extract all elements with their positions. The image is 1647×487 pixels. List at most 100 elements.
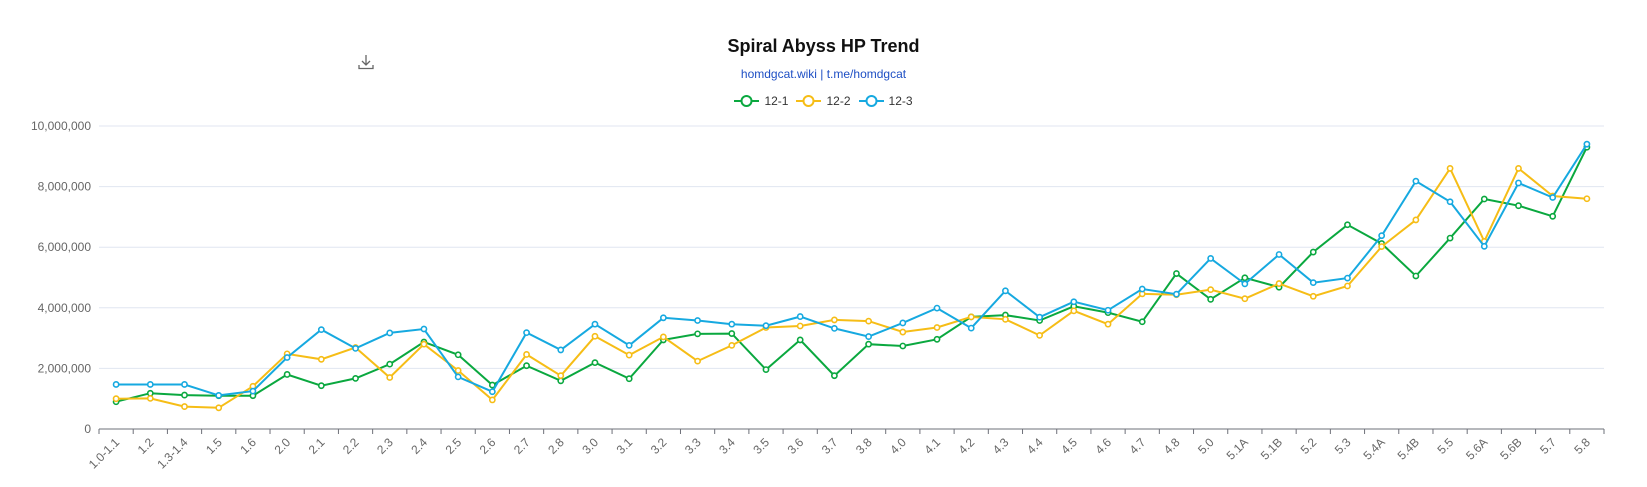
data-point-12-1 <box>1138 318 1146 326</box>
data-point-12-3 <box>1412 177 1420 185</box>
data-point-12-2 <box>1344 282 1351 290</box>
data-point-12-1 <box>1173 270 1180 277</box>
chart-title: Spiral Abyss HP Trend <box>727 36 920 56</box>
data-point-12-3 <box>112 381 120 388</box>
y-tick-label: 4,000,000 <box>38 301 92 315</box>
data-point-12-3 <box>865 333 873 340</box>
data-point-12-2 <box>420 340 428 348</box>
x-tick-label: 3.2 <box>648 435 670 457</box>
x-tick-label: 2.4 <box>408 435 430 457</box>
x-tick-label: 2.1 <box>306 435 328 457</box>
data-point-12-3 <box>1241 280 1249 288</box>
data-point-12-3 <box>1515 179 1522 187</box>
x-tick-label: 5.1B <box>1258 435 1285 462</box>
data-point-12-3 <box>1104 306 1112 314</box>
legend-item-12-1[interactable]: 12-1 <box>734 94 788 108</box>
data-point-12-1 <box>283 371 291 378</box>
data-point-12-1 <box>523 362 530 370</box>
data-point-12-2 <box>1036 331 1044 339</box>
data-point-12-2 <box>1309 292 1317 300</box>
data-point-12-2 <box>659 333 667 341</box>
data-point-12-3 <box>249 387 257 395</box>
data-point-12-3 <box>659 314 667 322</box>
data-point-12-1 <box>762 366 770 374</box>
data-point-12-1 <box>1480 195 1488 203</box>
download-icon[interactable] <box>358 54 374 70</box>
data-point-12-2 <box>1446 165 1454 172</box>
x-tick-label: 2.2 <box>340 435 362 457</box>
data-point-12-3 <box>215 391 223 399</box>
data-point-12-3 <box>1275 251 1283 258</box>
data-point-12-2 <box>1583 195 1591 203</box>
data-point-12-2 <box>865 317 873 325</box>
x-tick-label: 4.4 <box>1024 435 1046 457</box>
data-point-12-3 <box>420 325 428 333</box>
legend: 12-1 12-2 12-3 <box>0 94 1647 111</box>
x-tick-label: 1.3-1.4 <box>154 435 191 472</box>
x-tick-label: 5.6A <box>1463 435 1490 462</box>
data-point-12-2 <box>694 357 701 365</box>
data-point-12-3 <box>1480 242 1488 250</box>
data-point-12-3 <box>591 320 599 328</box>
data-point-12-1 <box>454 351 462 359</box>
x-tick-label: 2.0 <box>272 435 294 457</box>
data-point-12-2 <box>1275 280 1283 287</box>
data-point-12-2 <box>1104 320 1112 328</box>
x-tick-label: 3.3 <box>682 435 704 457</box>
chart-subtitle[interactable]: homdgcat.wiki | t.me/homdgcat <box>740 67 907 81</box>
data-point-12-2 <box>488 396 496 404</box>
data-point-12-2 <box>181 403 188 410</box>
data-point-12-1 <box>728 330 736 337</box>
data-point-12-1 <box>865 340 873 348</box>
series-line-12-1 <box>115 146 1588 403</box>
x-tick-label: 2.6 <box>477 435 499 457</box>
data-point-12-1 <box>1309 248 1317 256</box>
x-tick-label: 3.0 <box>579 435 601 457</box>
x-tick-label: 4.1 <box>921 435 943 457</box>
legend-item-12-3[interactable]: 12-3 <box>858 94 913 108</box>
legend-label: 12-1 <box>764 94 789 108</box>
data-point-12-3 <box>181 381 188 388</box>
data-point-12-2 <box>625 351 633 359</box>
data-point-12-2 <box>728 341 736 349</box>
x-tick-label: 3.1 <box>614 435 636 457</box>
data-point-12-3 <box>728 320 736 328</box>
data-point-12-1 <box>181 391 188 399</box>
data-point-12-3 <box>488 388 496 396</box>
data-point-12-2 <box>454 367 462 374</box>
data-point-12-3 <box>625 341 633 349</box>
data-point-12-1 <box>1241 274 1249 282</box>
data-point-12-2 <box>146 394 154 402</box>
series-line-12-3 <box>116 143 1588 397</box>
data-point-12-3 <box>1378 232 1386 240</box>
data-point-12-3 <box>146 381 154 388</box>
x-tick-label: 1.2 <box>135 435 157 457</box>
data-point-12-2 <box>1378 243 1386 250</box>
x-tick-label: 4.5 <box>1058 435 1080 457</box>
series-line-12-2 <box>116 166 1587 409</box>
x-tick-label: 5.6B <box>1497 435 1524 462</box>
data-point-12-1 <box>1515 202 1522 210</box>
data-point-12-3 <box>523 329 530 337</box>
x-tick-label: 4.3 <box>990 435 1012 457</box>
data-point-12-2 <box>1070 307 1078 315</box>
x-tick-label: 1.5 <box>203 435 225 457</box>
data-point-12-3 <box>557 346 565 354</box>
x-tick-label: 4.7 <box>1127 435 1149 457</box>
data-point-12-1 <box>899 342 907 350</box>
data-point-12-1 <box>1344 221 1351 229</box>
data-point-12-1 <box>352 374 359 382</box>
data-point-12-2 <box>1412 216 1420 224</box>
y-tick-label: 2,000,000 <box>38 361 92 375</box>
data-point-12-3 <box>933 304 941 312</box>
x-tick-label: 5.1A <box>1224 435 1251 462</box>
data-point-12-3 <box>830 325 838 332</box>
data-point-12-2 <box>933 324 941 331</box>
data-point-12-2 <box>830 316 838 324</box>
legend-item-12-2[interactable]: 12-2 <box>796 94 851 108</box>
data-point-12-1 <box>796 336 804 344</box>
x-tick-label: 4.2 <box>956 435 978 457</box>
data-point-12-2 <box>523 351 530 358</box>
